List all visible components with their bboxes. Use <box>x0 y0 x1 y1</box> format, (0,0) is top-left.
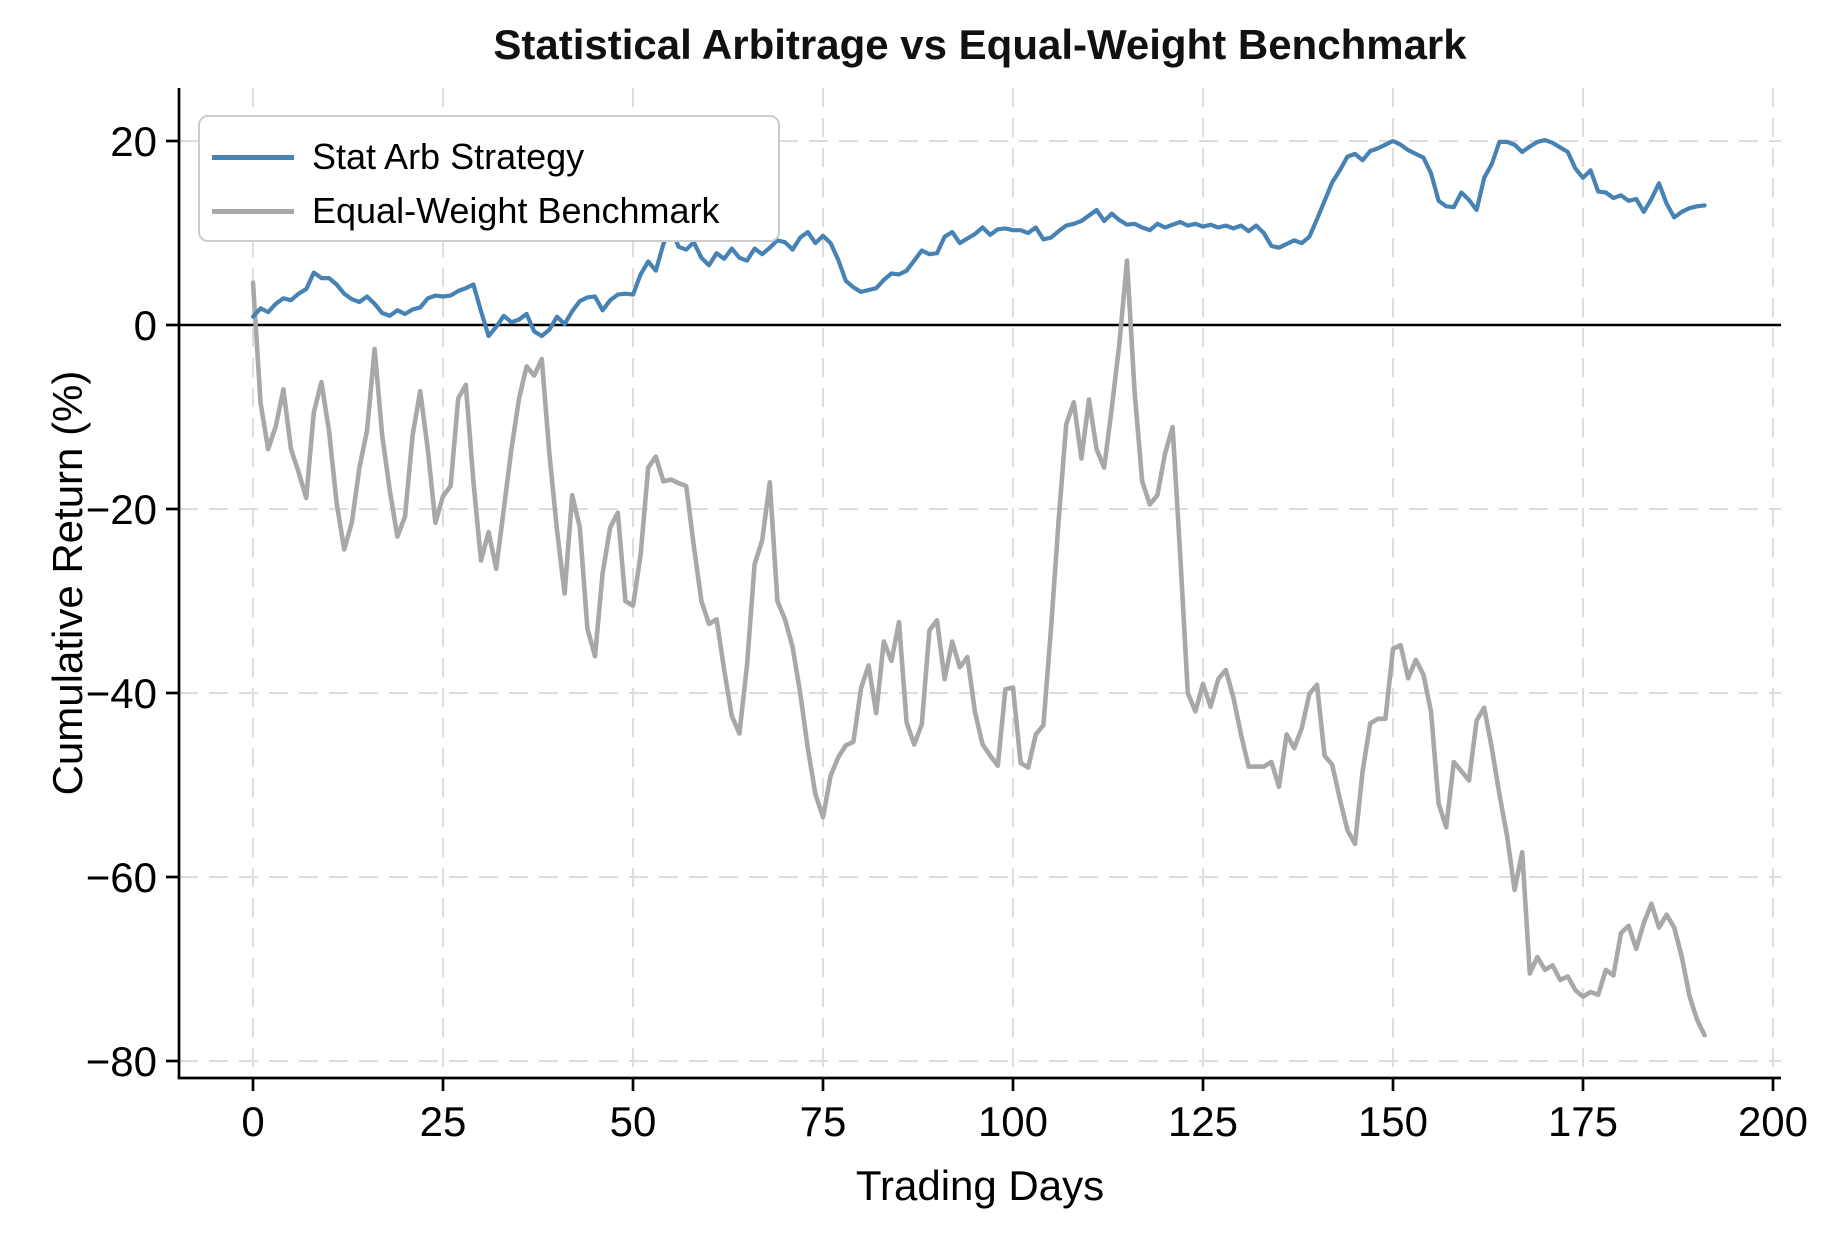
x-tick-label: 0 <box>241 1098 264 1145</box>
stat-arb-line <box>250 138 1707 339</box>
legend-item-stat-arb: Stat Arb Strategy <box>200 131 778 183</box>
benchmark-line <box>250 258 1707 1038</box>
x-tick-label: 100 <box>978 1098 1048 1145</box>
x-tick-label: 125 <box>1168 1098 1238 1145</box>
legend-item-benchmark: Equal-Weight Benchmark <box>200 185 778 237</box>
y-tick-label: −20 <box>86 486 157 533</box>
x-tick-label: 75 <box>800 1098 847 1145</box>
stat-arb-line-swatch <box>212 154 294 160</box>
x-axis-label: Trading Days <box>855 1162 1105 1209</box>
x-tick-label: 25 <box>420 1098 467 1145</box>
benchmark-line-swatch <box>212 208 294 214</box>
y-tick-label: −80 <box>86 1038 157 1085</box>
x-tick-label: 150 <box>1358 1098 1428 1145</box>
y-tick-label: 0 <box>134 302 157 349</box>
y-tick-label: −40 <box>86 670 157 717</box>
x-tick-label: 50 <box>610 1098 657 1145</box>
legend-label-stat-arb: Stat Arb Strategy <box>312 136 585 177</box>
legend: Stat Arb Strategy Equal-Weight Benchmark <box>198 115 780 242</box>
y-axis-label: Cumulative Return (%) <box>44 370 91 796</box>
chart-title: Statistical Arbitrage vs Equal-Weight Be… <box>493 21 1467 68</box>
y-tick-label: −60 <box>86 854 157 901</box>
legend-label-benchmark: Equal-Weight Benchmark <box>312 190 720 231</box>
y-tick-label: 20 <box>110 118 157 165</box>
x-tick-label: 175 <box>1548 1098 1618 1145</box>
x-tick-label: 200 <box>1738 1098 1808 1145</box>
